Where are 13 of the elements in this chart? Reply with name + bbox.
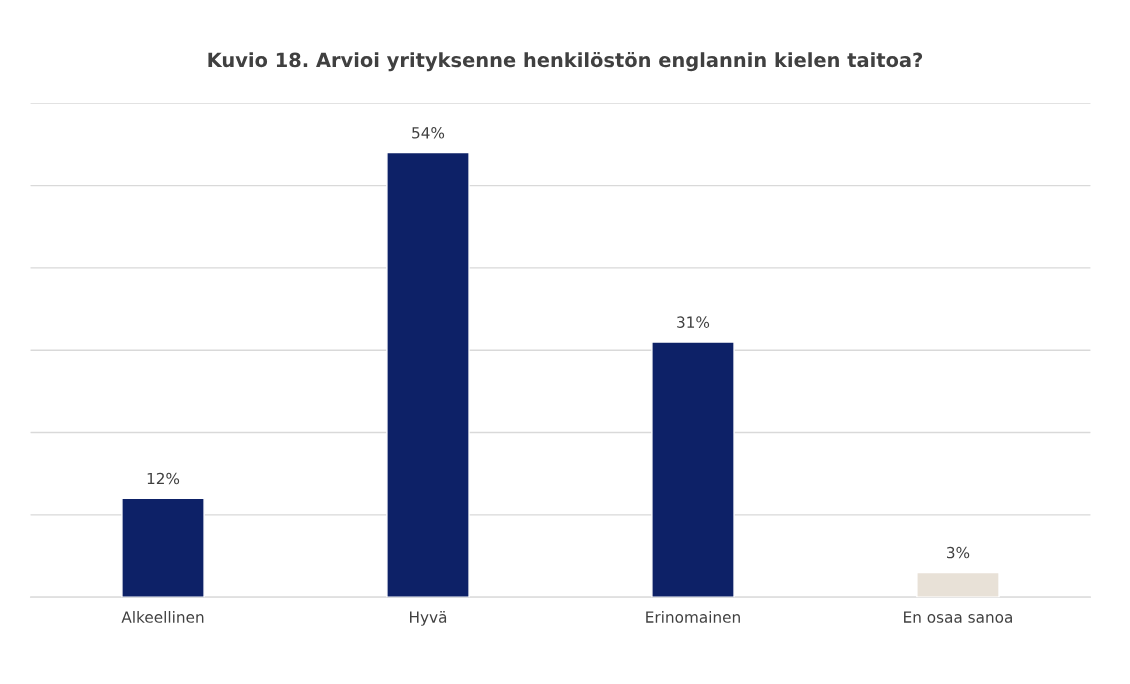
chart-title: Kuvio 18. Arvioi yrityksenne henkilöstön englannin kielen taitoa? [208, 51, 923, 72]
data-label: 54% [412, 127, 445, 139]
x-tick-label: Alkeellinen [121, 611, 204, 623]
data-label: 12% [147, 472, 180, 485]
x-tick-label: En osaa sanoa [904, 611, 1012, 623]
x-tick-label: Hyvä [410, 611, 447, 626]
bar [916, 571, 1000, 598]
data-label: 31% [677, 316, 710, 328]
x-tick-label: Erinomainen [646, 611, 740, 623]
bar [121, 497, 205, 598]
bar [386, 151, 470, 598]
bar [651, 341, 735, 598]
data-label: 3% [947, 546, 970, 559]
